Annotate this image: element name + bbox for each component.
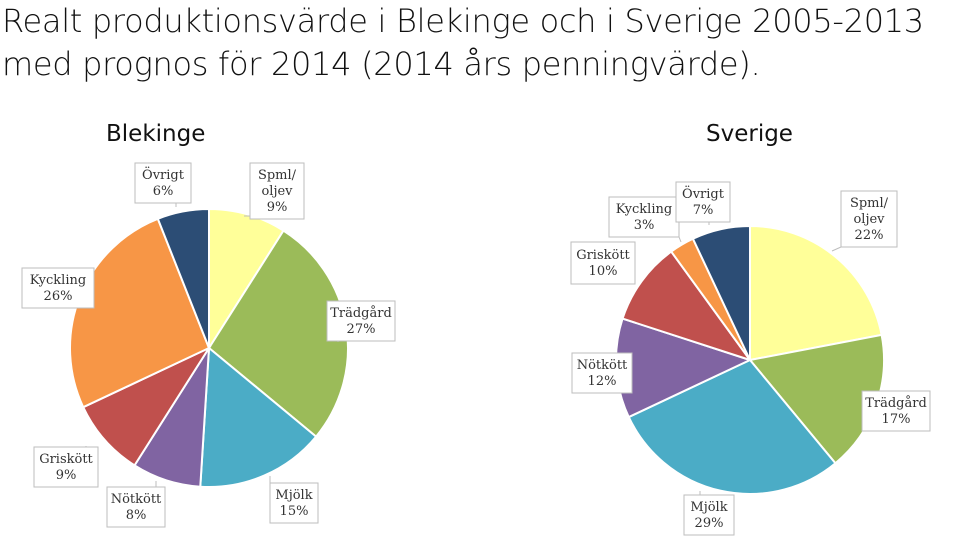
label-box: [326, 300, 396, 342]
slice-label: Spml/: [850, 196, 889, 211]
slice-percent: 12%: [588, 374, 617, 389]
slice-percent: 9%: [267, 200, 288, 215]
slice-label: Trädgård: [865, 395, 927, 411]
label-box: [683, 494, 735, 536]
label-box: [106, 486, 166, 528]
slice-percent: 15%: [280, 504, 309, 519]
label-box: [608, 196, 680, 238]
pie-slice-mjölk: [199, 345, 318, 489]
pie-slice-griskött: [621, 250, 753, 362]
slice-label: Mjölk: [275, 488, 312, 503]
label-box: [571, 352, 633, 394]
label-box: [33, 446, 99, 488]
label-box: [570, 241, 636, 285]
slice-percent: 7%: [693, 203, 714, 218]
slice-label: Mjölk: [690, 500, 727, 515]
label-box: [675, 181, 731, 223]
label-box: [249, 162, 305, 220]
slice-label: Spml/: [258, 168, 297, 183]
leader-line: [678, 236, 682, 243]
label-box: [861, 390, 931, 432]
slice-percent: 22%: [855, 228, 884, 243]
chart-title-sverige: Sverige: [706, 121, 793, 147]
label-box: [269, 482, 319, 524]
slice-percent: 9%: [56, 468, 77, 483]
slice-label: Övrigt: [142, 166, 185, 183]
pie-slice-övrigt: [156, 207, 210, 349]
slice-label: Griskött: [39, 452, 93, 467]
pie-blekinge: [69, 207, 349, 489]
slice-percent: 29%: [695, 516, 724, 531]
slice-label: oljev: [261, 184, 293, 199]
slice-label: Kyckling: [616, 202, 672, 217]
slice-label: Nötkött: [577, 358, 628, 373]
slice-label: Nötkött: [111, 492, 162, 507]
leader-line: [831, 246, 842, 252]
slice-percent: 17%: [882, 412, 911, 427]
pie-slice-spmloljev: [208, 207, 285, 352]
slice-percent: 8%: [126, 508, 147, 523]
label-box: [21, 267, 95, 309]
slice-label: Griskött: [576, 248, 630, 263]
pie-slice-övrigt: [691, 224, 751, 361]
pie-slice-griskött: [81, 345, 212, 467]
slice-percent: 10%: [589, 264, 618, 279]
slice-percent: 3%: [634, 218, 655, 233]
page-title: Realt produktionsvärde i Blekinge och i …: [2, 2, 924, 83]
slice-label: Trädgård: [330, 305, 392, 321]
slice-label: Övrigt: [682, 185, 725, 202]
slice-percent: 26%: [44, 289, 73, 304]
slice-percent: 27%: [347, 322, 376, 337]
slice-percent: 6%: [153, 184, 174, 199]
chart-title-blekinge: Blekinge: [106, 121, 206, 147]
label-box: [840, 190, 898, 248]
label-box: [134, 162, 192, 204]
slice-label: oljev: [853, 212, 885, 227]
pie-slice-spmloljev: [749, 224, 883, 362]
pie-sverige: [615, 224, 885, 495]
slice-label: Kyckling: [30, 273, 86, 288]
